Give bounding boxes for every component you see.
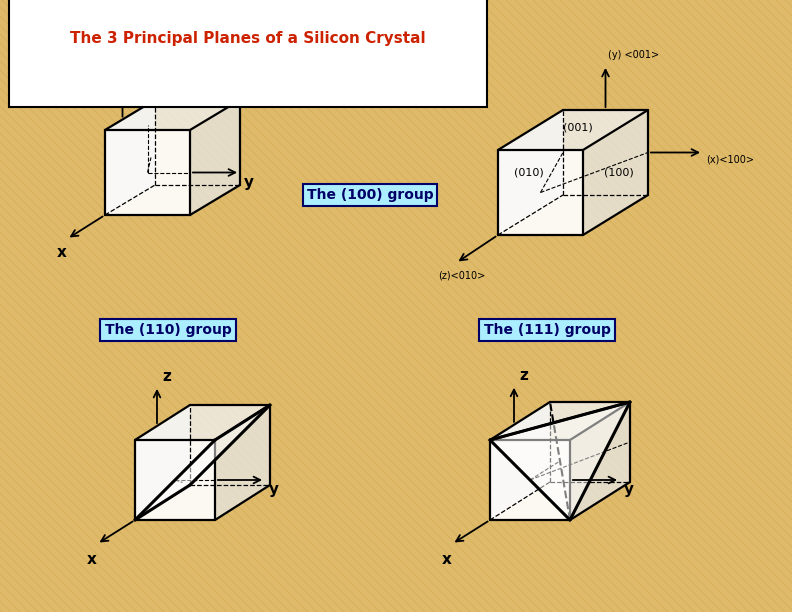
Text: (010): (010) [514,168,543,177]
Text: x: x [57,245,67,260]
Polygon shape [498,110,563,235]
Text: (x)<100>: (x)<100> [706,154,754,165]
Polygon shape [498,150,583,235]
Text: (001): (001) [563,123,593,133]
Text: (y) <001>: (y) <001> [608,50,660,60]
Text: y: y [269,482,279,497]
Polygon shape [135,405,270,440]
Text: The (100) group: The (100) group [307,188,433,202]
Polygon shape [490,402,630,440]
Text: (z)<010>: (z)<010> [438,271,485,281]
Text: x: x [87,552,97,567]
Text: (100): (100) [604,168,634,177]
Polygon shape [105,100,240,130]
Text: z: z [519,368,528,382]
Text: z: z [162,369,171,384]
Polygon shape [135,440,215,520]
Polygon shape [490,402,550,520]
Polygon shape [135,405,190,520]
Polygon shape [583,110,648,235]
Polygon shape [135,405,270,520]
Polygon shape [498,110,648,150]
Text: The (111) group: The (111) group [484,323,611,337]
Text: The 3 Principal Planes of a Silicon Crystal: The 3 Principal Planes of a Silicon Crys… [70,31,426,45]
Polygon shape [490,440,570,520]
Polygon shape [490,402,630,520]
Text: x: x [442,552,452,567]
Polygon shape [105,130,190,215]
Polygon shape [570,402,630,520]
Text: y: y [244,174,254,190]
Polygon shape [105,100,155,215]
Polygon shape [190,100,240,215]
Polygon shape [215,405,270,520]
Text: z: z [128,62,136,78]
Text: The (110) group: The (110) group [105,323,231,337]
Text: y: y [624,482,634,497]
